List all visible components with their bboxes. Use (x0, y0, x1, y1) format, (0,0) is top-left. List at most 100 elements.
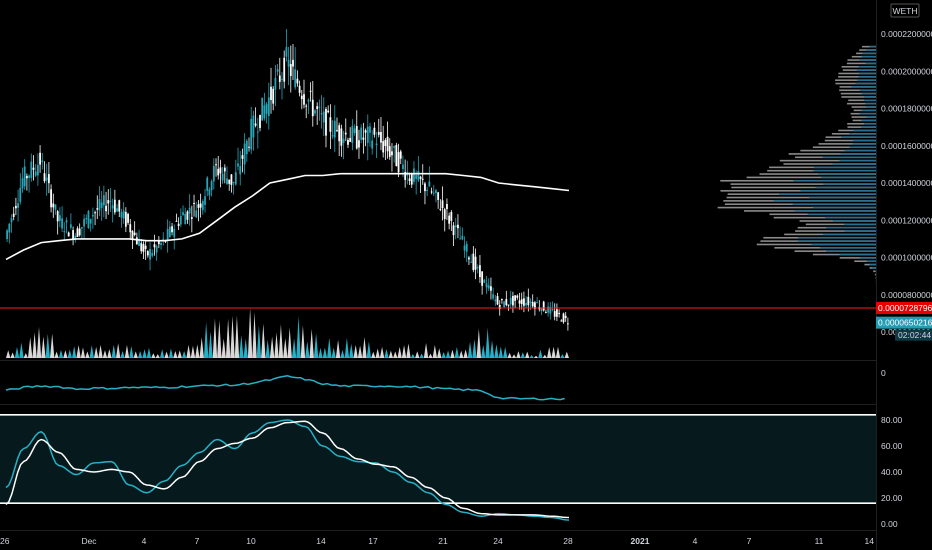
volume-bar (353, 344, 358, 358)
volume-bar (181, 350, 187, 358)
candle-body (8, 223, 11, 233)
volume-pane (6, 307, 569, 358)
candle-body (102, 195, 105, 206)
candle-body (237, 163, 239, 167)
candle-body (402, 164, 404, 170)
volume-bar (485, 327, 490, 358)
candle-body (39, 152, 41, 165)
candle-body (289, 64, 292, 76)
volume-bar (129, 345, 134, 358)
volume-bar (366, 341, 372, 358)
vp-bar-total (838, 76, 876, 78)
volume-bar (547, 347, 552, 358)
stoch-tick-label: 80.00 (881, 415, 903, 425)
candle-body (56, 211, 59, 222)
candle-body (287, 59, 290, 67)
candle-body (177, 223, 180, 226)
candle-body (256, 131, 259, 133)
volume-bar (525, 351, 530, 358)
volume-bar (27, 337, 33, 358)
candle-body (217, 168, 220, 176)
vp-bar-up (826, 250, 876, 252)
candle-body (494, 299, 497, 302)
candle-body (69, 224, 72, 228)
volume-bar (173, 351, 178, 358)
volume-bar (344, 337, 350, 358)
vp-bar-up (797, 240, 876, 242)
volume-bar (445, 350, 451, 358)
candle-body (327, 110, 330, 113)
volume-bar (516, 351, 521, 358)
candle-body (318, 106, 321, 108)
volume-bar (538, 349, 543, 358)
volume-bar (313, 333, 319, 358)
volume-bar (217, 320, 222, 358)
candle-body (492, 294, 495, 299)
vp-bar-total (874, 273, 876, 276)
vp-bar-total (731, 186, 876, 189)
candle-body (232, 181, 235, 183)
candle-body (498, 304, 501, 310)
candle-body (562, 313, 565, 323)
candle-body (534, 302, 536, 309)
volume-bar (269, 336, 275, 358)
price-tick-label: 0.0001200000 (881, 215, 932, 225)
candle-body (320, 113, 323, 115)
candle-body (470, 261, 473, 263)
volume-bar (102, 350, 108, 358)
volume-bar (111, 344, 116, 358)
candle-body (107, 200, 110, 204)
volume-bar (384, 348, 389, 358)
candle-body (457, 224, 459, 229)
candle-body (193, 203, 195, 205)
candle-body (322, 111, 325, 123)
candle-body (542, 301, 545, 311)
vp-bar-total (841, 96, 876, 98)
indicator-axis-label: 0 (881, 368, 886, 378)
candle-body (212, 165, 215, 182)
vp-bar-up (844, 149, 876, 152)
candle-body (360, 127, 363, 140)
current-price-badge (876, 302, 932, 315)
price-tick-label: 0.0000800000 (881, 290, 932, 300)
candle-body (25, 175, 28, 179)
volume-bar (120, 350, 125, 358)
volume-bar (564, 351, 569, 358)
volume-bar (357, 345, 363, 358)
candle-body (144, 245, 147, 249)
candle-body (437, 192, 440, 200)
candle-body (547, 306, 550, 313)
candle-body (111, 205, 114, 209)
candle-body (65, 220, 68, 223)
volume-bar (419, 353, 424, 358)
stoch-pane (5, 419, 570, 521)
volume-bar (45, 333, 50, 358)
volume-bar (256, 325, 262, 358)
vp-bar-up (859, 257, 876, 259)
candle-body (483, 279, 486, 283)
vp-bar-up (866, 260, 876, 263)
candle-body (371, 140, 374, 149)
candle-body (283, 57, 286, 82)
candle-body (292, 59, 294, 67)
candle-body (223, 167, 226, 172)
vp-bar-up (856, 69, 876, 71)
candle-body (465, 243, 468, 252)
candle-body (413, 168, 415, 182)
vp-bar-total (851, 116, 876, 118)
candle-body (439, 208, 442, 210)
volume-bar (124, 344, 130, 358)
candle-body (184, 213, 187, 225)
candle-body (160, 243, 162, 245)
vp-bar-up (858, 65, 876, 68)
time-tick-label: 7 (747, 536, 752, 546)
candle-body (556, 309, 558, 317)
volume-bar (388, 350, 394, 358)
candle-body (245, 140, 248, 155)
symbol-badge[interactable]: WETH (890, 3, 920, 18)
candle-body (314, 110, 316, 114)
candle-body (173, 228, 176, 238)
candle-body (558, 312, 561, 314)
candle-body (175, 220, 178, 222)
